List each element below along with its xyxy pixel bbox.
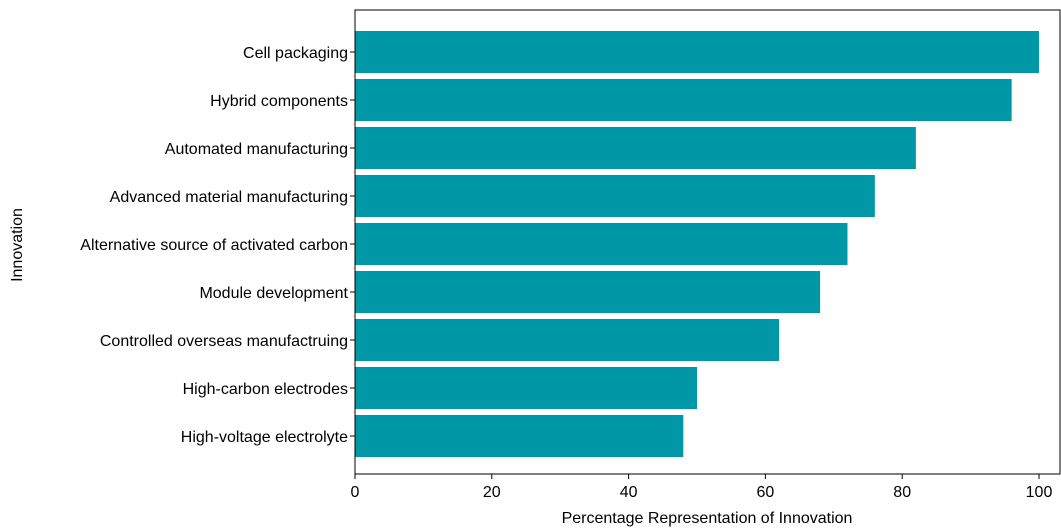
x-tick-label: 80 [893,484,911,501]
x-tick-label: 20 [483,484,501,501]
bar [355,367,697,409]
bar [355,271,821,313]
category-label: Automated manufacturing [165,141,348,158]
category-label: Advanced material manufacturing [110,189,348,206]
category-label: Cell packaging [243,45,348,62]
x-axis-label: Percentage Representation of Innovation [562,510,853,527]
bar [355,79,1012,121]
category-label: Alternative source of activated carbon [80,237,348,254]
x-tick-label: 0 [351,484,360,501]
x-tick-label: 40 [620,484,638,501]
category-label: High-voltage electrolyte [181,429,348,446]
bar [355,415,684,457]
category-label: Module development [199,285,348,302]
x-tick-label: 60 [757,484,775,501]
category-label: Controlled overseas manufactruing [100,333,348,350]
y-axis-label: Innovation [9,208,26,282]
plot-frame [354,9,1061,475]
category-labels-group: Cell packaging Hybrid components Automated… [80,45,355,446]
x-ticks-group: 0 20 40 60 80 100 [351,474,1053,501]
category-label: Hybrid components [210,93,348,110]
bar [355,31,1039,73]
bar [355,175,875,217]
bar [355,127,916,169]
category-label: High-carbon electrodes [183,381,348,398]
bar [355,319,780,361]
bars-group [355,31,1039,457]
bar [355,223,848,265]
x-tick-label: 100 [1026,484,1053,501]
